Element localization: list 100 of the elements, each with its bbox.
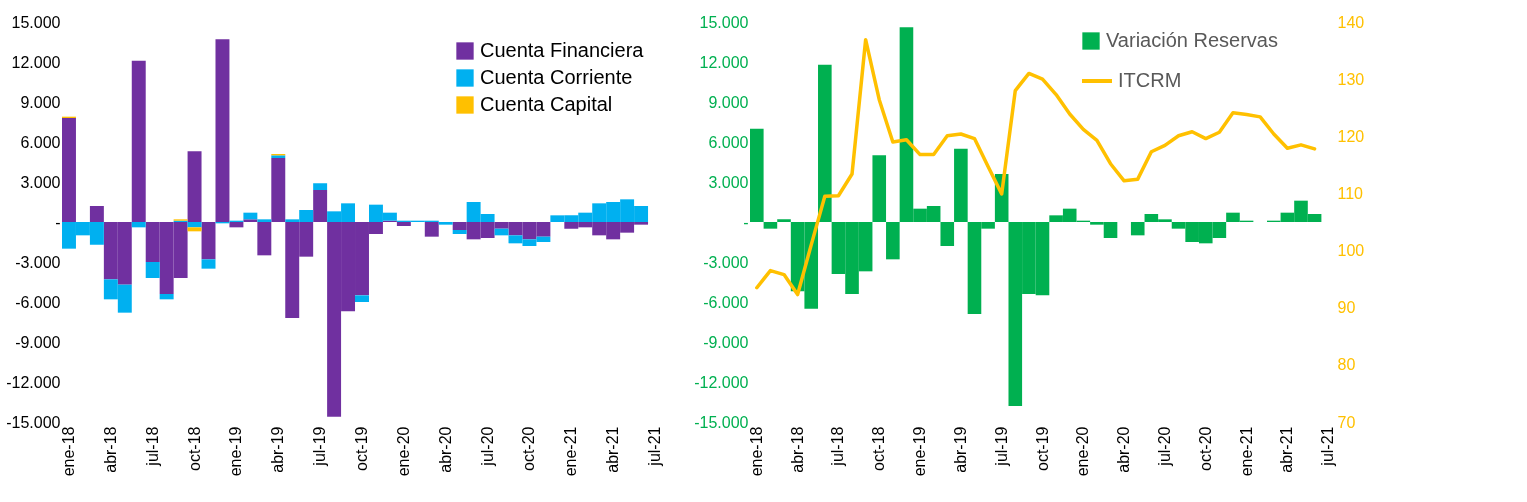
bar — [215, 39, 230, 222]
bar — [452, 230, 467, 234]
legend-label: ITCRM — [1118, 69, 1182, 91]
y-tick-label: -15.000 — [694, 413, 749, 431]
y2-tick-label: 70 — [1337, 413, 1356, 431]
y-tick-label: -6.000 — [703, 293, 749, 311]
x-tick-label: abr-20 — [1115, 426, 1133, 473]
y-tick-label: -12.000 — [694, 373, 749, 391]
bar — [313, 190, 328, 222]
y2-tick-label: 100 — [1337, 242, 1365, 260]
x-tick-label: ene-19 — [911, 426, 929, 477]
x-tick-label: jul-20 — [1155, 426, 1173, 467]
y-tick-label: 9.000 — [708, 93, 749, 111]
bar — [187, 222, 202, 228]
bar — [243, 212, 258, 220]
y-tick-label: 12.000 — [11, 53, 61, 71]
x-tick-label: ene-18 — [747, 426, 765, 477]
legend-label: Cuenta Corriente — [480, 66, 633, 88]
x-tick-label: oct-19 — [353, 426, 370, 471]
legend-label: Variación Reservas — [1106, 29, 1278, 51]
bar — [494, 228, 509, 236]
x-tick-label: ene-21 — [1237, 426, 1255, 477]
x-tick-label: oct-20 — [520, 426, 538, 471]
x-tick-label: jul-21 — [1319, 426, 1337, 467]
bar — [777, 219, 791, 222]
legend-label: Cuenta Capital — [480, 93, 613, 115]
bar — [257, 219, 272, 222]
x-tick-label: abr-21 — [1278, 426, 1296, 473]
bar — [243, 219, 258, 222]
y-tick-label: 3.000 — [20, 173, 61, 191]
y2-tick-label: 80 — [1337, 356, 1356, 374]
x-tick-label: ene-19 — [227, 426, 245, 477]
y-tick-label: 6.000 — [20, 133, 61, 151]
x-tick-label: jul-21 — [646, 426, 664, 467]
y2-tick-label: 130 — [1337, 70, 1365, 88]
bar — [940, 222, 955, 246]
y-tick-label: -9.000 — [15, 333, 61, 351]
x-tick-label: abr-19 — [951, 426, 969, 473]
y-tick-label: -9.000 — [703, 333, 749, 351]
y-tick-label: -15.000 — [6, 413, 61, 431]
bar — [187, 151, 202, 222]
bar — [187, 227, 202, 232]
y-tick-label: -3.000 — [15, 253, 61, 271]
x-tick-label: oct-20 — [1196, 426, 1214, 471]
bar — [229, 222, 244, 228]
bar — [1130, 222, 1145, 236]
bar — [763, 222, 778, 229]
bar — [886, 222, 900, 260]
y-tick-label: 3.000 — [708, 173, 749, 191]
x-tick-label: jul-18 — [829, 426, 847, 467]
x-tick-label: oct-19 — [1033, 426, 1051, 471]
y2-tick-label: 90 — [1337, 299, 1356, 317]
y-tick-label: -12.000 — [6, 373, 61, 391]
y2-tick-label: 120 — [1337, 127, 1365, 145]
bar — [131, 60, 146, 222]
bar — [872, 155, 887, 222]
bar — [313, 183, 328, 190]
x-tick-label: ene-20 — [1074, 426, 1092, 477]
x-tick-label: jul-20 — [478, 426, 496, 467]
x-tick-label: jul-19 — [992, 426, 1010, 467]
y-tick-label: -3.000 — [703, 253, 749, 271]
x-tick-label: ene-21 — [562, 426, 580, 477]
bar — [89, 206, 104, 222]
bar — [159, 294, 174, 300]
bar — [954, 148, 968, 222]
y2-tick-label: 110 — [1337, 184, 1364, 202]
x-tick-label: jul-19 — [311, 426, 329, 467]
x-tick-label: abr-19 — [269, 426, 287, 473]
bar — [271, 158, 286, 222]
bar — [355, 295, 369, 302]
x-tick-label: abr-18 — [788, 426, 806, 473]
x-tick-label: abr-18 — [101, 426, 119, 473]
x-tick-label: oct-18 — [185, 426, 203, 471]
x-tick-label: jul-18 — [143, 426, 161, 467]
x-tick-label: ene-18 — [59, 426, 77, 477]
x-tick-label: oct-18 — [870, 426, 888, 471]
y-tick-label: -6.000 — [15, 293, 61, 311]
bar — [145, 262, 160, 278]
bar — [131, 222, 146, 228]
y-tick-label: - — [55, 213, 61, 231]
y-tick-label: - — [743, 213, 749, 231]
y-tick-label: 15.000 — [11, 13, 61, 31]
legend-label: Cuenta Financiera — [480, 39, 645, 61]
y-tick-label: 9.000 — [20, 93, 61, 111]
bar — [438, 222, 453, 225]
bar — [424, 222, 439, 237]
bar — [818, 64, 832, 222]
y2-tick-label: 140 — [1337, 13, 1365, 31]
x-tick-label: abr-20 — [436, 426, 454, 473]
x-tick-label: abr-21 — [604, 426, 622, 473]
y-tick-label: 6.000 — [708, 133, 749, 151]
bar — [750, 128, 764, 222]
bar — [257, 222, 272, 256]
bar — [201, 259, 216, 269]
bar — [201, 222, 216, 260]
bar — [62, 118, 76, 222]
y-tick-label: 15.000 — [699, 13, 749, 31]
y-tick-label: 12.000 — [699, 53, 749, 71]
bar — [396, 222, 411, 226]
x-tick-label: ene-20 — [394, 426, 412, 477]
